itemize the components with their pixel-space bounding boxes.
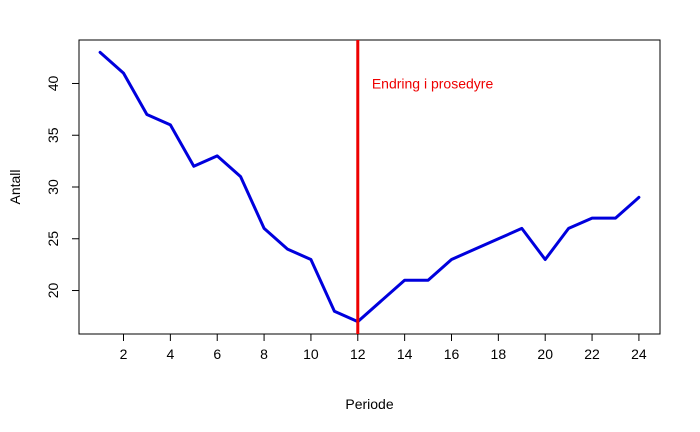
y-axis: 20 25 30 35 40: [45, 75, 80, 299]
y-tick-label: 35: [45, 127, 61, 143]
y-axis-title: Antall: [7, 169, 23, 204]
x-tick-label: 6: [213, 346, 221, 362]
y-tick-label: 20: [45, 283, 61, 299]
y-tick-label: 40: [45, 75, 61, 91]
x-tick-label: 2: [120, 346, 128, 362]
x-axis-title: Periode: [345, 396, 393, 412]
plot-frame: [78, 39, 661, 335]
x-tick-label: 20: [537, 346, 553, 362]
annotation-label: Endring i prosedyre: [372, 75, 494, 91]
x-tick-label: 24: [631, 346, 647, 362]
x-tick-label: 10: [303, 346, 319, 362]
x-tick-label: 18: [491, 346, 507, 362]
x-tick-label: 16: [444, 346, 460, 362]
x-tick-label: 22: [584, 346, 600, 362]
x-tick-label: 8: [260, 346, 268, 362]
series-layer: [98, 50, 641, 324]
x-tick-label: 4: [166, 346, 174, 362]
y-tick-label: 25: [45, 231, 61, 247]
x-axis: 2 4 6 8 10 12 14 16 18 20 22 24: [120, 333, 647, 362]
series-line: [98, 50, 641, 324]
x-tick-label: 12: [350, 346, 366, 362]
x-tick-label: 14: [397, 346, 413, 362]
y-tick-label: 30: [45, 179, 61, 195]
